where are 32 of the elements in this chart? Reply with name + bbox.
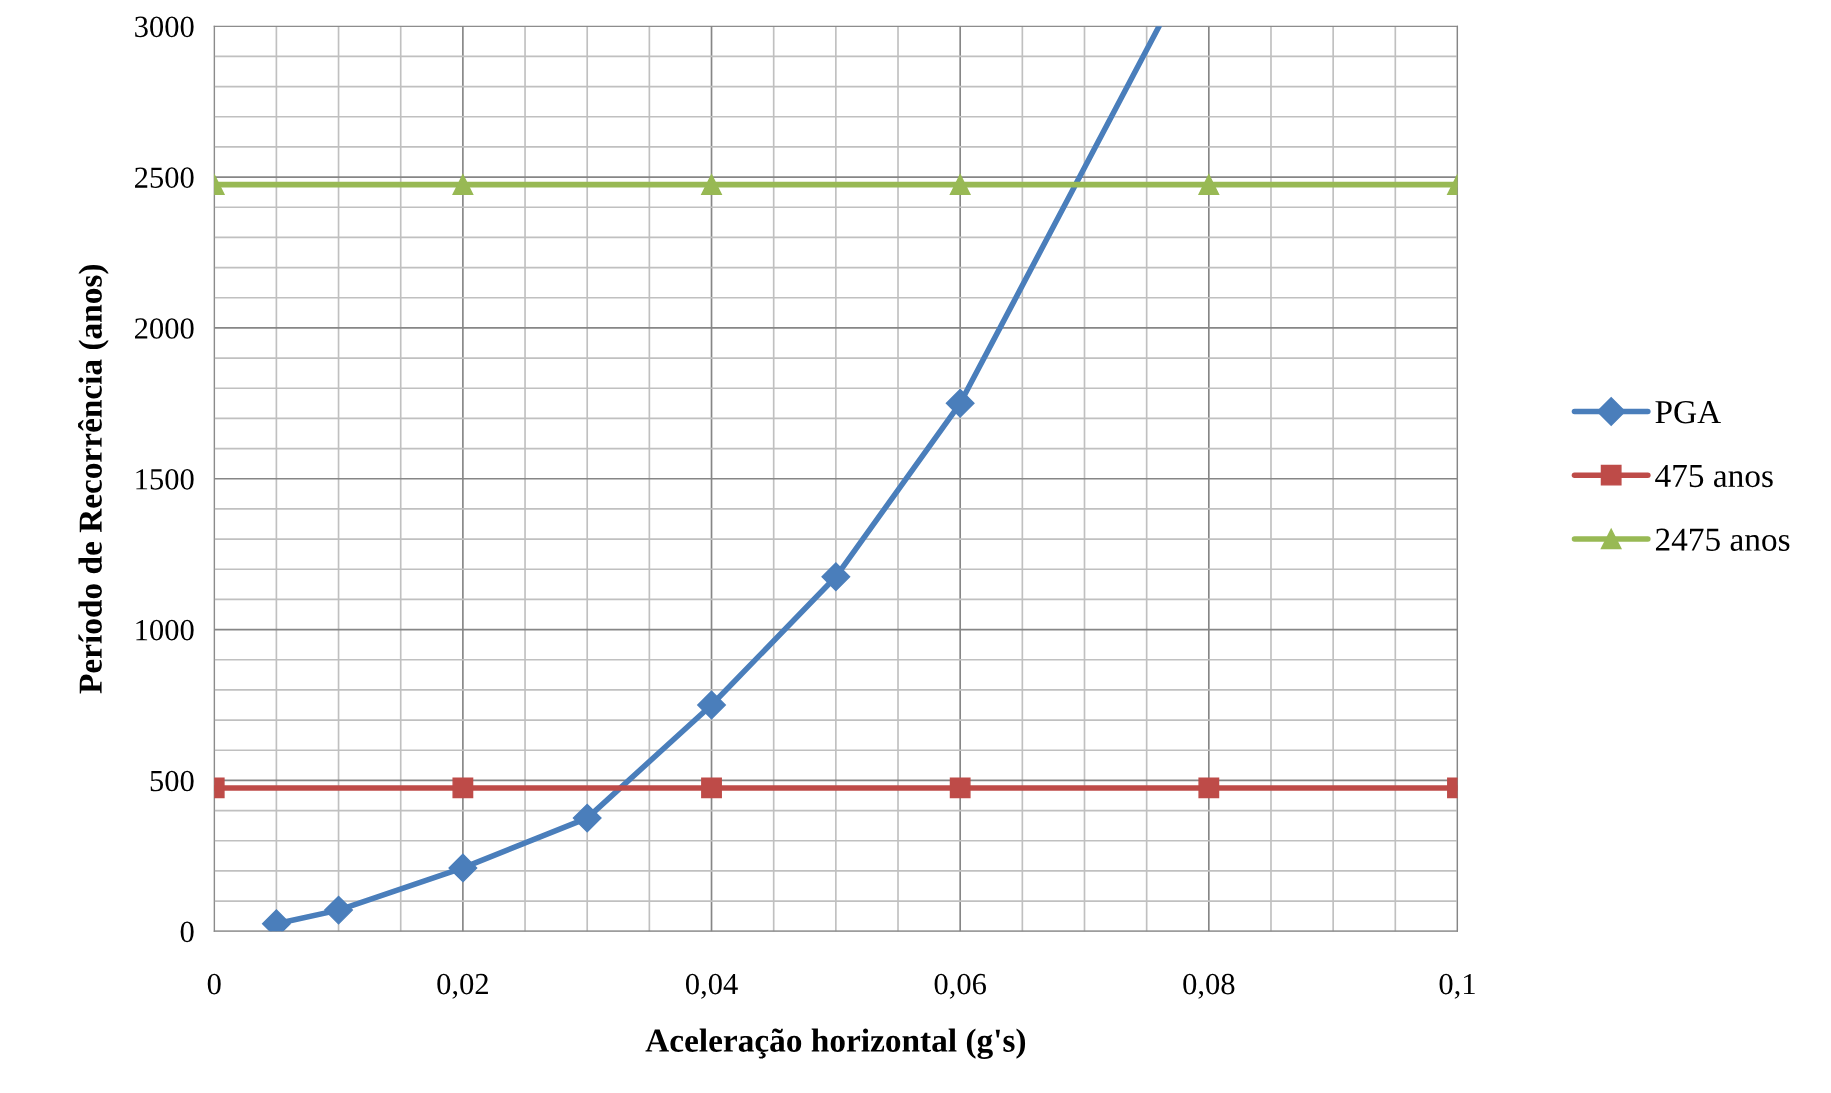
point xyxy=(452,777,474,799)
point xyxy=(448,853,478,883)
x-tick-label: 0,04 xyxy=(685,973,738,999)
legend-label: 475 anos xyxy=(1655,464,1773,488)
x-axis-title: Aceleração horizontal (g's) xyxy=(645,1028,1026,1059)
y-axis-title: Período de Recorrência (anos) xyxy=(78,264,109,694)
point xyxy=(452,174,474,196)
y-tick-label: 0 xyxy=(180,921,194,943)
point xyxy=(949,777,971,799)
legend-label: PGA xyxy=(1655,401,1721,424)
y-tick-label: 3000 xyxy=(135,16,194,38)
y-tick-label: 500 xyxy=(150,770,194,792)
y-tick-label: 2000 xyxy=(135,318,194,339)
point xyxy=(945,388,975,418)
point xyxy=(324,895,353,925)
x-tick-label: 0,02 xyxy=(437,973,488,999)
point xyxy=(1198,777,1220,799)
point xyxy=(701,777,722,799)
point xyxy=(572,803,602,833)
point xyxy=(821,562,851,592)
x-tick-label: 0,1 xyxy=(1439,973,1475,999)
y-tick-label: 1000 xyxy=(136,619,194,641)
x-tick-label: 0 xyxy=(207,973,221,995)
y-tick-label: 1500 xyxy=(136,469,194,490)
legend-label: 2475 anos xyxy=(1655,528,1790,551)
point xyxy=(949,174,971,196)
x-tick-label: 0,06 xyxy=(934,973,986,999)
x-tick-label: 0,08 xyxy=(1183,973,1235,999)
point xyxy=(697,690,726,720)
point xyxy=(1198,174,1220,196)
y-tick-label: 2500 xyxy=(135,167,194,188)
point xyxy=(701,174,722,196)
